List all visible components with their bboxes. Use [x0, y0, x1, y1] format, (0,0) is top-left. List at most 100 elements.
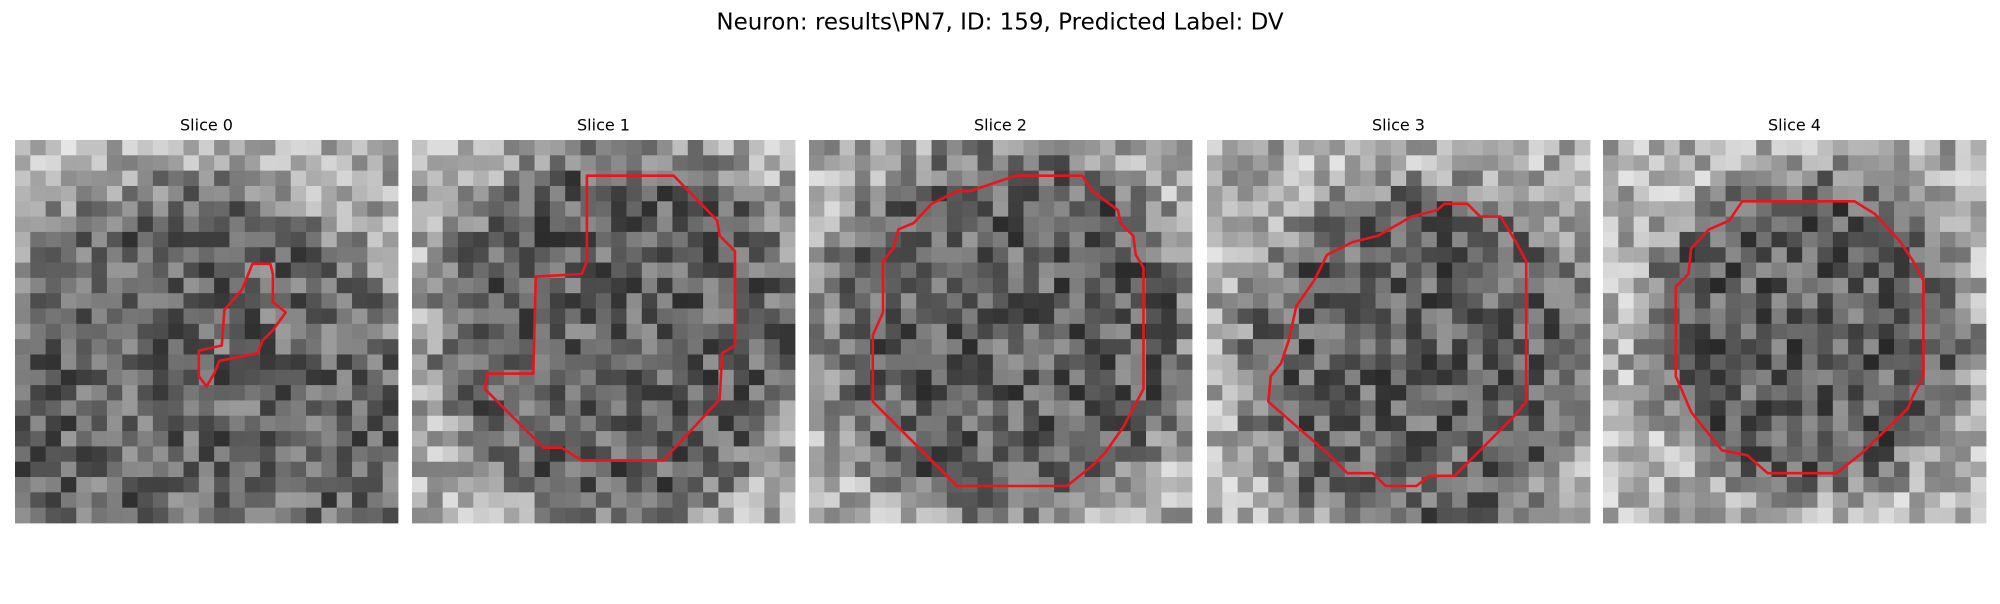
pixel: [1360, 170, 1376, 187]
pixel: [657, 339, 673, 355]
pixel: [76, 262, 92, 279]
pixel: [580, 216, 597, 233]
pixel: [1513, 507, 1530, 524]
pixel: [1390, 339, 1407, 355]
pixel: [1069, 354, 1086, 371]
pixel: [1390, 400, 1407, 417]
pixel: [1863, 185, 1880, 202]
pixel: [1084, 507, 1101, 524]
pixel: [1786, 216, 1803, 233]
pixel: [1161, 155, 1178, 172]
pixel: [1467, 323, 1484, 340]
pixel: [168, 385, 184, 401]
pixel: [718, 431, 735, 447]
pixel: [992, 431, 1009, 447]
pixel: [76, 446, 92, 463]
pixel: [1817, 369, 1834, 386]
pixel: [824, 507, 841, 524]
pixel: [442, 369, 459, 386]
pixel: [580, 507, 597, 524]
pixel: [1222, 277, 1239, 294]
pixel: [1544, 185, 1560, 202]
pixel: [1618, 385, 1635, 401]
pixel: [1176, 400, 1193, 417]
pixel: [946, 262, 963, 279]
pixel: [1970, 415, 1987, 432]
pixel: [1940, 216, 1956, 233]
pixel: [824, 140, 841, 156]
pixel: [503, 262, 520, 279]
pixel: [183, 431, 200, 447]
pixel: [977, 293, 994, 309]
pixel: [992, 185, 1009, 202]
pixel: [1360, 140, 1376, 156]
pixel: [900, 231, 917, 248]
pixel: [703, 231, 719, 248]
pixel: [1574, 431, 1591, 447]
pixel: [885, 201, 902, 217]
pixel: [137, 354, 154, 371]
pixel: [30, 155, 47, 172]
pixel: [1878, 415, 1895, 432]
pixel: [60, 293, 77, 309]
pixel: [1023, 216, 1040, 233]
pixel: [1298, 231, 1315, 248]
pixel: [45, 247, 62, 263]
pixel: [977, 308, 994, 325]
pixel: [1452, 492, 1468, 509]
pixel: [931, 339, 948, 355]
pixel: [1559, 262, 1576, 279]
pixel: [1436, 415, 1453, 432]
pixel: [1970, 431, 1987, 447]
pixel: [352, 354, 368, 371]
pixel: [60, 231, 77, 248]
pixel: [885, 339, 902, 355]
pixel: [1544, 277, 1560, 294]
pixel: [1222, 308, 1239, 325]
pixel: [1038, 308, 1055, 325]
pixel: [992, 216, 1009, 233]
pixel: [1817, 231, 1834, 248]
pixel: [1725, 339, 1742, 355]
pixel: [1756, 293, 1772, 309]
pixel: [1694, 385, 1711, 401]
pixel: [1069, 155, 1086, 172]
pixel: [1146, 231, 1162, 248]
pixel: [1802, 507, 1818, 524]
pixel: [1482, 323, 1499, 340]
pixel: [1161, 277, 1178, 294]
pixel: [442, 400, 459, 417]
pixel: [1054, 262, 1070, 279]
pixel: [91, 231, 108, 248]
pixel: [15, 231, 31, 248]
pixel: [1574, 170, 1591, 187]
pixel: [977, 323, 994, 340]
pixel: [76, 293, 92, 309]
pixel: [336, 293, 353, 309]
pixel: [580, 140, 597, 156]
pixel: [1924, 385, 1941, 401]
pixel: [60, 400, 77, 417]
pixel: [824, 461, 841, 478]
pixel: [60, 308, 77, 325]
pixel: [1329, 231, 1346, 248]
pixel: [519, 308, 535, 325]
pixel: [76, 339, 92, 355]
pixel: [687, 492, 704, 509]
pixel: [1878, 140, 1895, 156]
pixel: [565, 507, 581, 524]
pixel: [946, 461, 963, 478]
pixel: [1237, 170, 1254, 187]
pixel: [1679, 492, 1696, 509]
pixel: [1863, 492, 1880, 509]
pixel: [534, 277, 551, 294]
pixel: [809, 461, 825, 478]
pixel: [749, 461, 765, 478]
pixel: [45, 446, 62, 463]
pixel: [336, 277, 353, 294]
image: [1207, 140, 1591, 524]
pixel: [1648, 201, 1665, 217]
pixel: [1771, 262, 1788, 279]
pixel: [1084, 354, 1101, 371]
pixel: [412, 446, 428, 463]
